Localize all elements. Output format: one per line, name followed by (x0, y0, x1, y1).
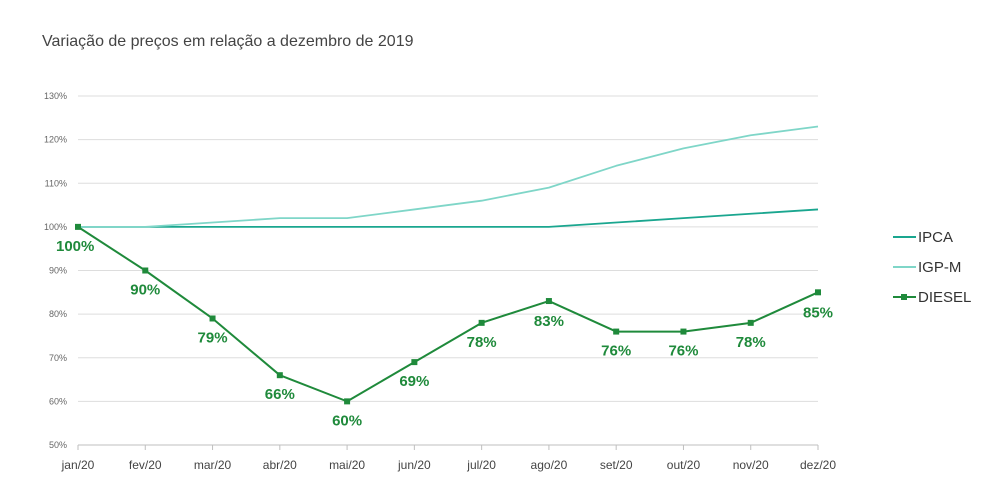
y-tick-label: 80% (49, 309, 67, 319)
series-line-ipca (78, 208, 819, 228)
x-tick-label: jun/20 (397, 458, 431, 472)
diesel-point (75, 223, 81, 230)
x-tick-label: out/20 (667, 458, 701, 472)
diesel-data-label: 76% (668, 343, 698, 360)
diesel-data-label: 100% (56, 238, 94, 255)
x-tick-label: ago/20 (531, 458, 568, 472)
grid-lines (78, 95, 818, 446)
legend-label-ipca: IPCA (918, 228, 954, 246)
diesel-data-label: 66% (265, 386, 295, 403)
legend-label-diesel: DIESEL (918, 288, 972, 306)
diesel-point (276, 372, 283, 379)
diesel-point (142, 267, 149, 274)
diesel-data-label: 76% (601, 343, 631, 360)
axes: 50% 60% 70% 80% 90% 100% 110% 120% 130% jan/20 fev… (44, 91, 836, 472)
diesel-data-label: 85% (803, 304, 833, 321)
x-tick-label: jul/20 (466, 458, 496, 472)
legend-item-igpm: IGP-M (893, 252, 971, 282)
x-tick-label: fev/20 (129, 458, 162, 472)
diesel-point (613, 328, 620, 335)
x-tick-label: dez/20 (800, 458, 836, 472)
chart-title: Variação de preços em relação a dezembro… (42, 33, 414, 50)
diesel-data-label: 90% (130, 282, 160, 299)
diesel-point (209, 315, 216, 322)
y-tick-label: 120% (44, 135, 67, 145)
x-tick-label: abr/20 (263, 458, 297, 472)
series-line-igpm (78, 125, 819, 228)
y-tick-label: 50% (49, 440, 67, 450)
y-tick-label: 90% (49, 266, 67, 276)
diesel-data-label: 60% (332, 412, 362, 429)
diesel-data-label: 69% (399, 373, 429, 390)
diesel-data-label: 83% (534, 313, 564, 330)
diesel-point (680, 328, 687, 335)
y-tick-label: 130% (44, 91, 67, 101)
diesel-data-label: 79% (198, 329, 228, 346)
x-tick-label: mar/20 (194, 458, 232, 472)
x-tick-label: mai/20 (329, 458, 365, 472)
y-tick-label: 110% (45, 178, 67, 188)
y-tick-label: 100% (44, 222, 67, 232)
legend-item-ipca: IPCA (893, 222, 971, 252)
diesel-point (545, 298, 552, 305)
series-lines (75, 125, 821, 405)
legend-swatch-diesel (893, 294, 916, 300)
legend-item-diesel: DIESEL (893, 282, 971, 312)
y-tick-label: 70% (49, 353, 67, 363)
x-tick-label: nov/20 (733, 458, 769, 472)
legend-label-igpm: IGP-M (918, 258, 962, 276)
diesel-point (344, 398, 351, 405)
legend-swatch-igpm (893, 266, 916, 268)
diesel-point (411, 359, 418, 366)
legend-marker-diesel (901, 294, 907, 300)
x-tick-label: set/20 (600, 458, 633, 472)
y-tick-label: 60% (49, 396, 67, 406)
diesel-data-label: 78% (736, 334, 766, 351)
series-line-diesel (77, 226, 819, 403)
legend-swatch-ipca (893, 236, 916, 238)
diesel-data-label: 78% (467, 334, 497, 351)
diesel-point (478, 319, 485, 326)
legend: IPCA IGP-M DIESEL (893, 222, 971, 312)
data-labels: 100% 90% 79% 66% 60% 69% 78% 83% 76% 76% 78% 85% (56, 238, 833, 430)
x-tick-label: jan/20 (61, 458, 95, 472)
diesel-point (747, 319, 754, 326)
diesel-point (815, 289, 821, 296)
